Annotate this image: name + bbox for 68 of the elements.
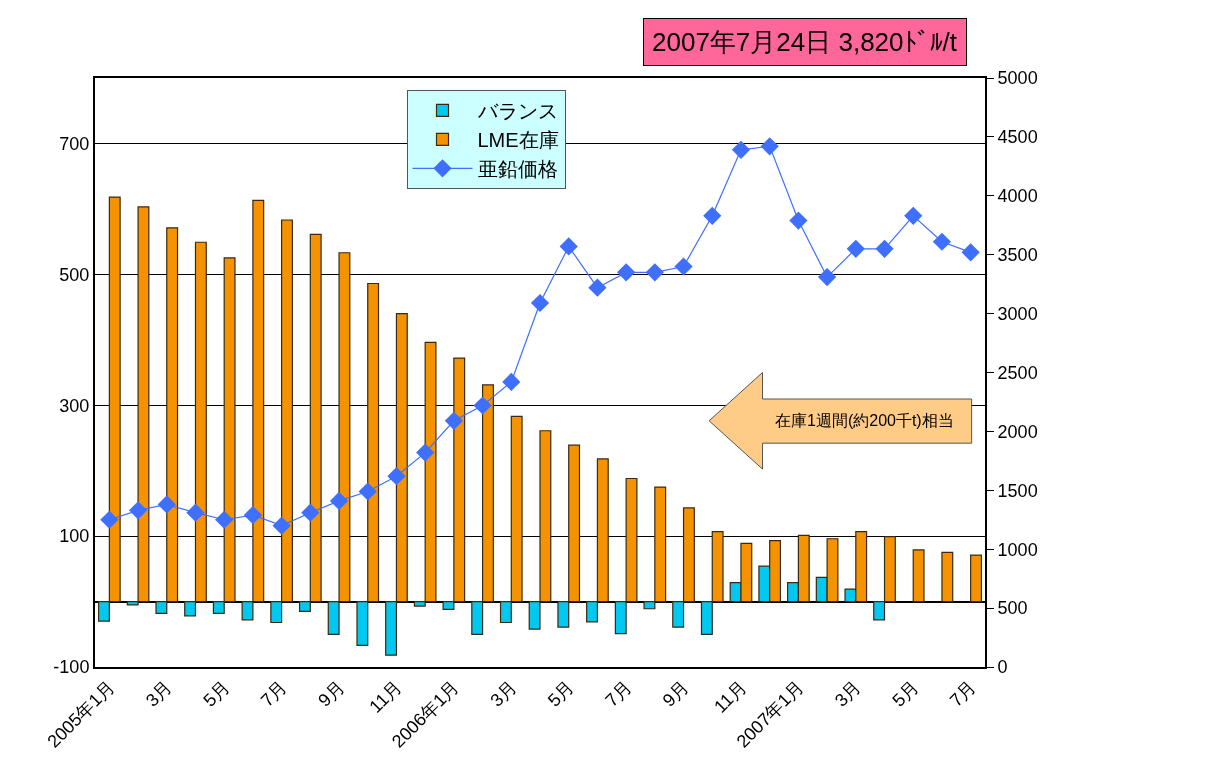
y-tick-label: 300 xyxy=(59,395,90,416)
point xyxy=(645,263,664,282)
point xyxy=(617,263,636,282)
y2-tick-label: 5000 xyxy=(997,68,1038,89)
bar xyxy=(941,551,954,603)
x-tick-label: 5月 xyxy=(199,676,234,711)
point xyxy=(416,443,435,462)
point xyxy=(703,206,722,225)
y2-tick-label: 1500 xyxy=(997,480,1038,501)
point xyxy=(358,482,377,501)
point xyxy=(329,491,349,510)
point xyxy=(559,237,578,256)
legend-label: LME在庫 xyxy=(477,129,559,152)
point xyxy=(243,505,262,525)
point xyxy=(215,510,234,529)
y2-tick-label: 0 xyxy=(997,657,1008,678)
point xyxy=(846,239,865,258)
y2-tick-label: 2500 xyxy=(997,362,1038,383)
y2-tick-label: 3500 xyxy=(997,245,1038,265)
point xyxy=(760,137,779,156)
x-tick-label: 11月 xyxy=(365,676,406,717)
x-tick-label: 11月 xyxy=(710,676,751,717)
point xyxy=(301,503,320,522)
point xyxy=(904,206,923,225)
point xyxy=(186,503,205,522)
point xyxy=(932,232,952,251)
point xyxy=(128,501,148,520)
legend-label: バランス xyxy=(476,100,558,123)
point xyxy=(588,278,607,297)
point xyxy=(444,411,463,430)
point xyxy=(875,239,894,258)
y2-tick-label: 2000 xyxy=(997,421,1038,442)
point xyxy=(272,516,291,535)
y2-tick-label: 1000 xyxy=(997,539,1038,560)
point xyxy=(731,140,751,159)
point xyxy=(502,372,521,392)
text: 2007年7月24日 3,820ﾄﾞﾙ/t xyxy=(652,27,958,57)
x-tick-label: 3月 xyxy=(142,676,176,711)
point xyxy=(818,267,837,287)
x-tick-label: 7月 xyxy=(601,676,636,711)
x-tick-label: 9月 xyxy=(314,676,349,711)
y2-tick-label: 4500 xyxy=(997,127,1038,148)
point xyxy=(961,243,980,262)
y-tick-label: -100 xyxy=(53,657,90,678)
point xyxy=(387,467,406,486)
point xyxy=(789,211,808,230)
point xyxy=(674,257,693,276)
x-tick-label: 3月 xyxy=(486,676,521,711)
y2-tick-label: 3000 xyxy=(997,303,1038,324)
bar xyxy=(912,549,925,603)
x-tick-label: 5月 xyxy=(888,676,923,711)
point xyxy=(473,396,492,415)
y-tick-label: 500 xyxy=(59,264,90,285)
x-tick-label: 9月 xyxy=(658,676,693,711)
annotation: 在庫1週間(約200千t)相当 xyxy=(775,412,954,429)
legend-label: 亜鉛価格 xyxy=(477,158,558,181)
x-tick-label: 7月 xyxy=(256,676,291,711)
point xyxy=(100,510,119,529)
point xyxy=(157,495,176,514)
y2-tick-label: 500 xyxy=(997,598,1028,619)
bar xyxy=(970,554,983,603)
y-tick-label: 100 xyxy=(59,526,90,547)
x-tick-label: 5月 xyxy=(543,676,578,711)
y2-tick-label: 4000 xyxy=(997,186,1038,207)
point xyxy=(530,293,550,313)
y-tick-label: 700 xyxy=(59,133,90,154)
x-tick-label: 3月 xyxy=(831,676,865,711)
x-tick-label: 7月 xyxy=(945,676,980,711)
